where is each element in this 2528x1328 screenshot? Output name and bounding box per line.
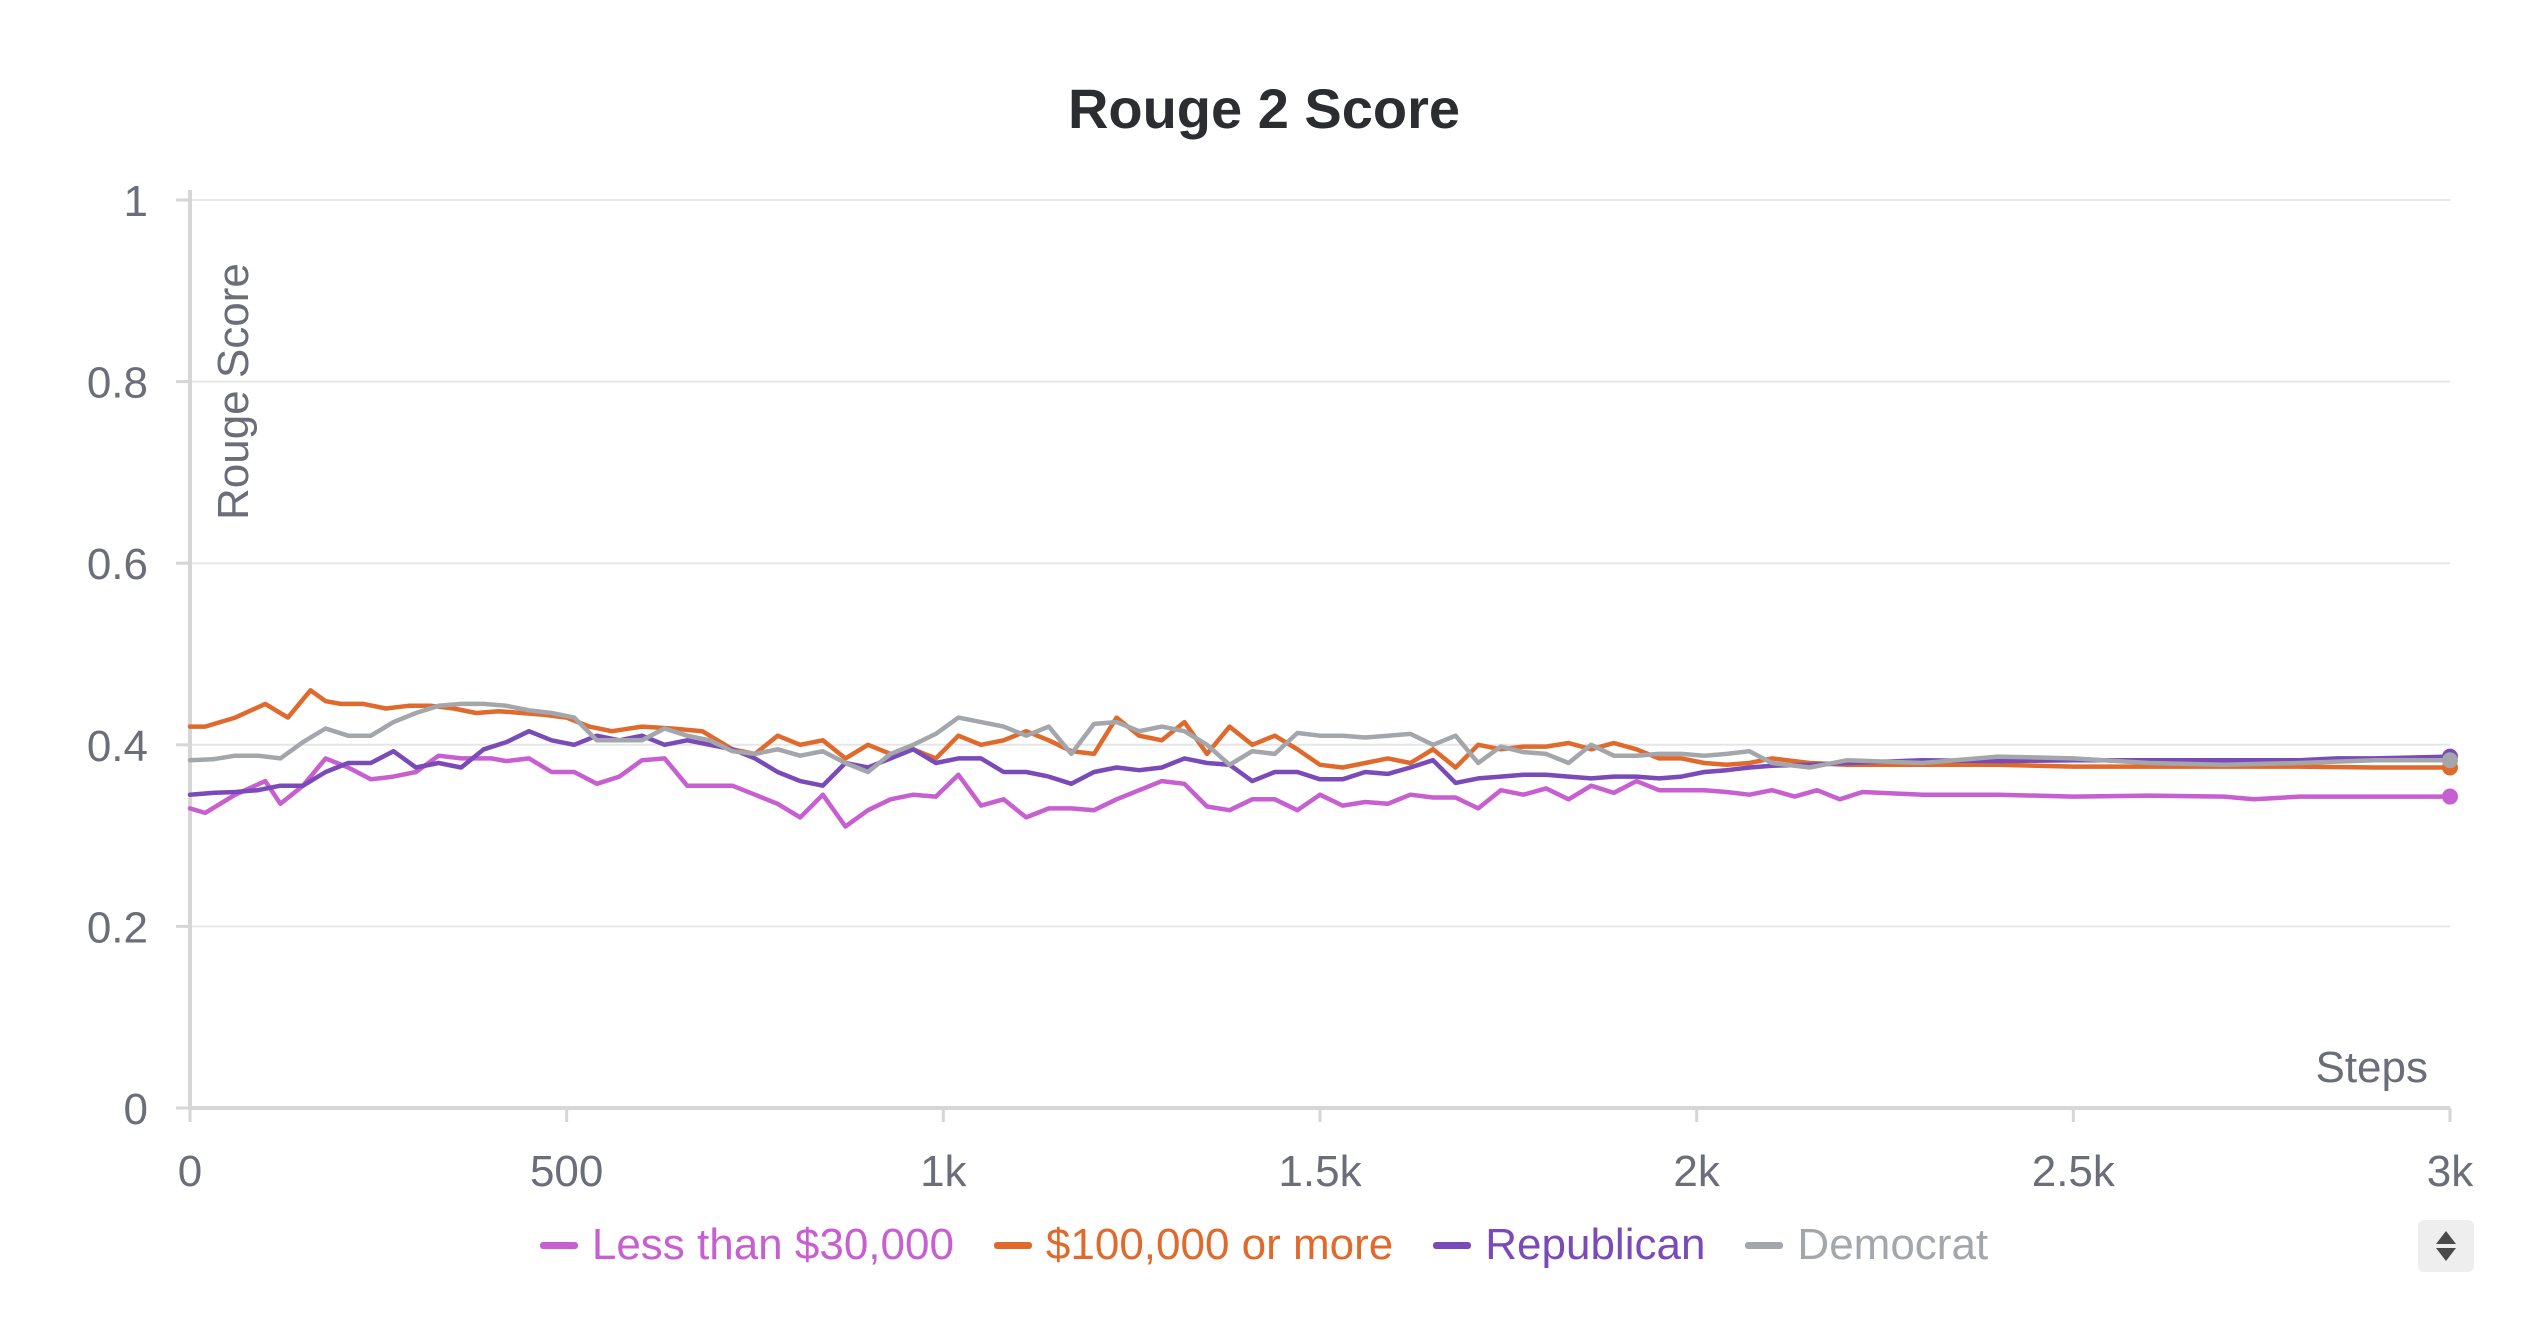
legend-label: Less than $30,000 bbox=[591, 1220, 954, 1269]
legend-scroll-control[interactable] bbox=[2418, 1220, 2474, 1272]
series-end-dot bbox=[2442, 788, 2458, 805]
scroll-down-icon[interactable] bbox=[2436, 1248, 2456, 1261]
x-tick-label: 1k bbox=[920, 1147, 967, 1196]
legend-item[interactable]: $100,000 or more bbox=[993, 1220, 1394, 1270]
y-tick-label: 1 bbox=[124, 177, 148, 226]
legend-swatch bbox=[1433, 1241, 1472, 1249]
legend-swatch bbox=[993, 1241, 1032, 1249]
axes bbox=[176, 190, 2452, 1122]
legend-label: Republican bbox=[1485, 1220, 1706, 1269]
x-tick-label: 3k bbox=[2427, 1147, 2474, 1196]
legend-item[interactable]: Republican bbox=[1433, 1220, 1705, 1270]
legend-label: Democrat bbox=[1797, 1220, 1989, 1269]
legend-swatch bbox=[1745, 1241, 1784, 1249]
series-lines bbox=[187, 688, 2453, 829]
legend-label: $100,000 or more bbox=[1045, 1220, 1394, 1269]
x-tick-label: 2.5k bbox=[2032, 1147, 2116, 1196]
y-axis-label: Rouge Score bbox=[209, 263, 258, 520]
x-tick-label: 2k bbox=[1673, 1147, 1720, 1196]
legend-item[interactable]: Less than $30,000 bbox=[539, 1220, 954, 1270]
series-line-1[interactable] bbox=[187, 688, 2453, 770]
y-tick-label: 0.8 bbox=[87, 359, 148, 408]
legend-item[interactable]: Democrat bbox=[1745, 1220, 1988, 1270]
series-end-markers bbox=[2442, 748, 2458, 805]
tick-labels: 0 0.2 0.4 0.6 0.8 1 0 500 1k 1.5k 2k 2.5k 3k bbox=[87, 177, 2474, 1196]
x-tick-label: 500 bbox=[530, 1147, 603, 1196]
grid-lines bbox=[190, 199, 2450, 928]
y-tick-label: 0 bbox=[124, 1085, 148, 1134]
legend-swatch bbox=[539, 1241, 578, 1249]
scroll-up-icon[interactable] bbox=[2436, 1231, 2456, 1244]
series-end-dot bbox=[2442, 752, 2458, 769]
series-line-0[interactable] bbox=[187, 753, 2453, 829]
y-tick-label: 0.2 bbox=[87, 903, 148, 952]
series-line-3[interactable] bbox=[187, 701, 2453, 775]
chart-title: Rouge 2 Score bbox=[1068, 77, 1460, 140]
legend: Less than $30,000 $100,000 or more Republi… bbox=[0, 1210, 2528, 1280]
y-tick-label: 0.4 bbox=[87, 722, 148, 771]
x-axis-label: Steps bbox=[2315, 1043, 2428, 1092]
series-line-2[interactable] bbox=[187, 728, 2453, 797]
y-tick-label: 0.6 bbox=[87, 540, 148, 589]
x-tick-label: 0 bbox=[178, 1147, 202, 1196]
x-tick-label: 1.5k bbox=[1278, 1147, 1362, 1196]
